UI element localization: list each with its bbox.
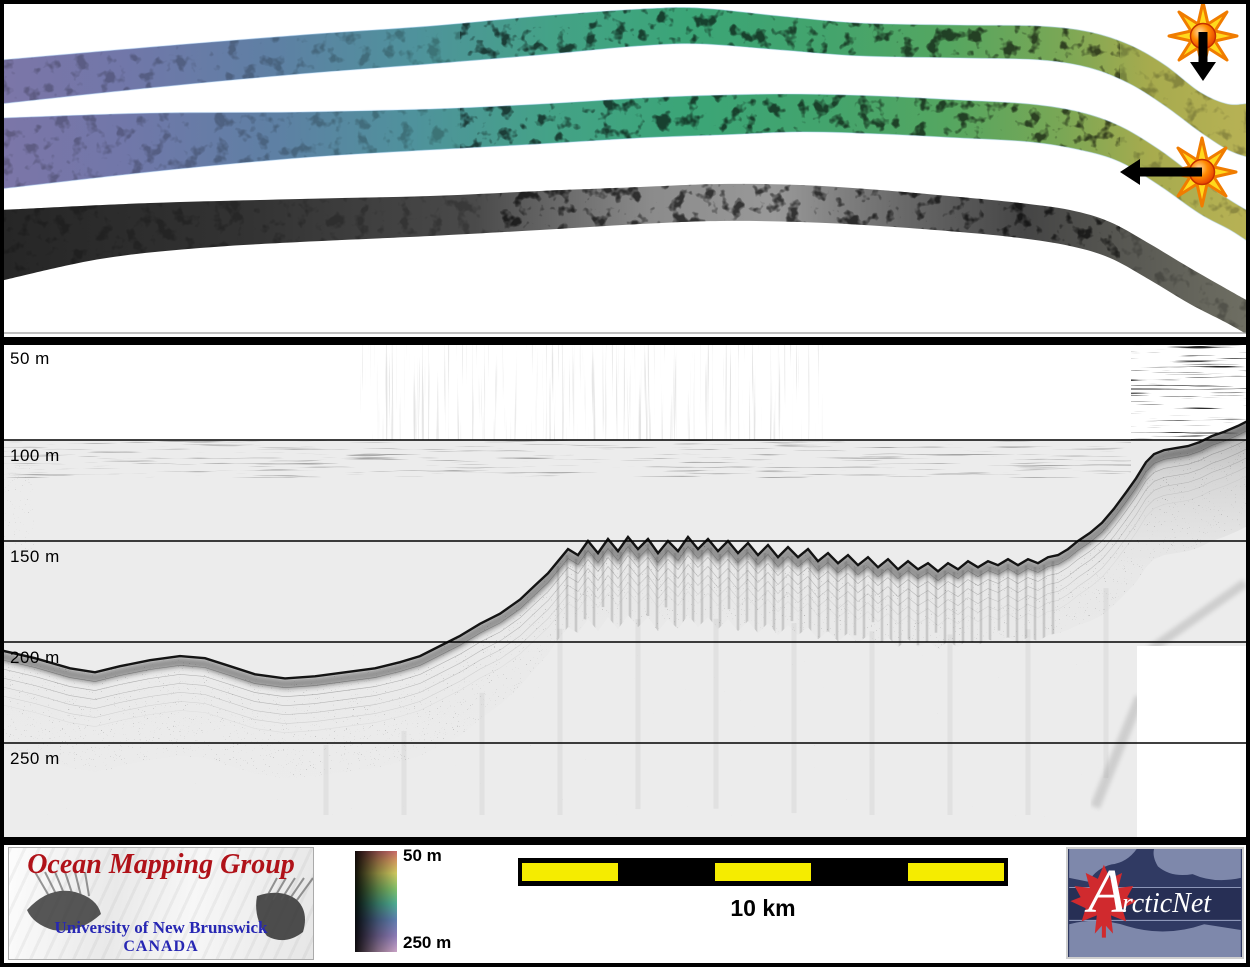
- omg-country: CANADA: [123, 938, 199, 955]
- panel-divider-bottom: [0, 837, 1250, 845]
- omg-title: Ocean Mapping Group: [27, 849, 295, 880]
- bird-silhouette-right: [256, 877, 313, 941]
- omg-subtitle: University of New Brunswick: [54, 918, 268, 937]
- scale-bar-segment-4: [811, 863, 908, 881]
- depth-label-250m: 250 m: [10, 749, 60, 768]
- scale-bar: [518, 858, 1008, 886]
- subbottom-profile-panel: 50 m 100 m 150 m 200 m 250 m: [0, 345, 1250, 840]
- legend-strip: Ocean Mapping Group University of New Br…: [0, 845, 1250, 963]
- arcticnet-map-graphic: [1069, 849, 1241, 957]
- subbottom-profile-graphic: [0, 345, 1250, 840]
- arcticnet-wordmark: A rcticNet: [1088, 858, 1212, 926]
- illumination-arrow-left: [1120, 159, 1202, 185]
- illumination-arrow-down: [1190, 32, 1216, 81]
- depth-label-100m: 100 m: [10, 446, 60, 465]
- scale-bar-segment-1: [522, 863, 619, 881]
- colorbar-top-label: 50 m: [403, 846, 442, 865]
- scale-bar-segment-3: [714, 863, 812, 881]
- scale-bar-segment-5: [907, 863, 1005, 881]
- depth-colorbar: [355, 851, 397, 952]
- ocean-mapping-group-logo: Ocean Mapping Group University of New Br…: [8, 847, 314, 960]
- bathymetry-swaths-graphic: [0, 0, 1250, 336]
- scale-bar-label: 10 km: [730, 895, 796, 921]
- depth-label-50m: 50 m: [10, 349, 50, 368]
- bird-graphics: [27, 871, 313, 941]
- scale-bar-segment-2: [618, 863, 715, 881]
- arcticnet-logo: A rcticNet: [1066, 847, 1244, 959]
- colorbar-bottom-label: 250 m: [403, 933, 452, 952]
- bathymetry-swath-upper: [0, 6, 1250, 159]
- panel-divider-top: [0, 337, 1250, 345]
- arcticnet-initial: A: [1088, 858, 1126, 926]
- swath-map-panel: [0, 0, 1250, 338]
- bird-silhouette-left: [27, 871, 101, 931]
- arcticnet-rest: rcticNet: [1121, 888, 1212, 919]
- depth-label-200m: 200 m: [10, 648, 60, 667]
- maple-leaf-icon: [1070, 864, 1138, 938]
- depth-label-150m: 150 m: [10, 547, 60, 566]
